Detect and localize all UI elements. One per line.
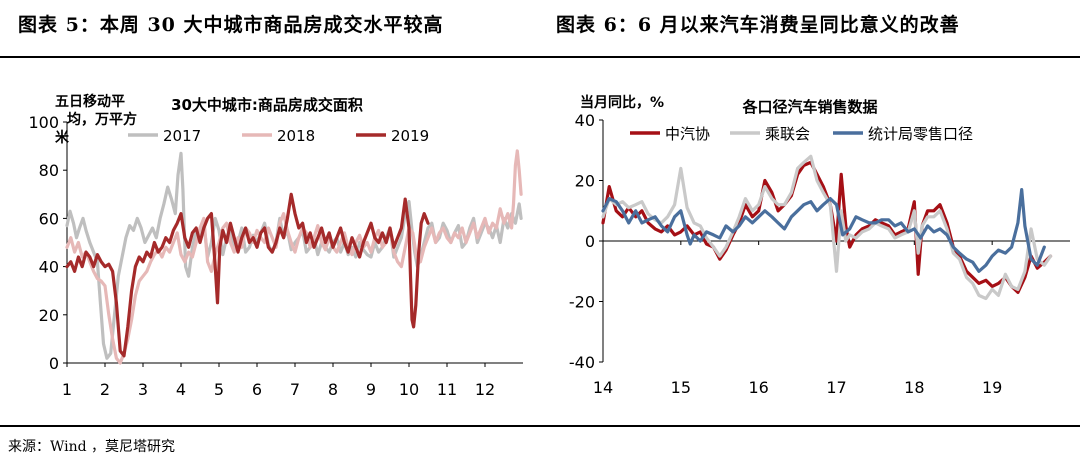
source-note: 来源：Wind ，莫尼塔研究 bbox=[8, 439, 176, 455]
y-axis-label: 均，万平方 bbox=[67, 111, 137, 128]
y-tick-label: -40 bbox=[569, 353, 595, 372]
x-tick-label: 11 bbox=[437, 380, 457, 399]
right-figure-title: 图表 6：6 月以来汽车消费呈同比意义的改善 bbox=[556, 14, 960, 36]
y-tick-label: 40 bbox=[575, 111, 595, 130]
bottom-rule bbox=[0, 425, 1080, 427]
legend-label: 2017 bbox=[163, 127, 201, 145]
series-line-2019 bbox=[65, 192, 430, 358]
x-tick-label: 6 bbox=[252, 380, 262, 399]
y-tick-label: 0 bbox=[585, 232, 595, 251]
top-rule bbox=[0, 56, 1080, 58]
y-tick-label: 60 bbox=[39, 209, 59, 228]
y-tick-label: 100 bbox=[28, 113, 59, 132]
legend-label: 2018 bbox=[277, 127, 315, 145]
x-tick-label: 5 bbox=[214, 380, 224, 399]
chart-title: 各口径汽车销售数据 bbox=[741, 98, 877, 116]
legend-label: 统计局零售口径 bbox=[868, 125, 973, 143]
series-line-乘联会 bbox=[601, 154, 1053, 301]
x-tick-label: 15 bbox=[671, 378, 691, 397]
x-tick-label: 14 bbox=[593, 378, 613, 397]
x-tick-label: 9 bbox=[366, 380, 376, 399]
y-tick-label: 0 bbox=[49, 354, 59, 373]
y-tick-label: 40 bbox=[39, 258, 59, 277]
x-tick-label: 1 bbox=[62, 380, 72, 399]
x-tick-label: 3 bbox=[138, 380, 148, 399]
x-tick-label: 7 bbox=[290, 380, 300, 399]
series-line-2017 bbox=[65, 151, 523, 360]
x-tick-label: 10 bbox=[399, 380, 419, 399]
y-tick-label: 80 bbox=[39, 161, 59, 180]
right-chart: -40 -20 0 20 40 14 15 16 17 18 19 各口径汽车销售数据 当月同比，%中汽… bbox=[569, 94, 1070, 397]
x-tick-label: 16 bbox=[748, 378, 768, 397]
chart-title: 30大中城市:商品房成交面积 bbox=[171, 96, 363, 114]
legend-label: 乘联会 bbox=[765, 125, 810, 143]
y-tick-label: -20 bbox=[569, 293, 595, 312]
y-axis-label: 米 bbox=[55, 129, 70, 146]
legend-label: 中汽协 bbox=[665, 125, 710, 143]
x-tick-label: 17 bbox=[826, 378, 846, 397]
series-line-统计局零售口径 bbox=[601, 188, 1046, 273]
x-tick-label: 18 bbox=[904, 378, 924, 397]
x-tick-label: 2 bbox=[100, 380, 110, 399]
y-axis-label: 五日移动平 bbox=[55, 93, 125, 110]
x-tick-label: 19 bbox=[982, 378, 1002, 397]
y-axis-label: 当月同比，% bbox=[580, 94, 664, 111]
x-tick-label: 8 bbox=[328, 380, 338, 399]
x-tick-label: 4 bbox=[176, 380, 186, 399]
legend-label: 2019 bbox=[391, 127, 429, 145]
series-line-2018 bbox=[65, 149, 523, 365]
y-tick-label: 20 bbox=[39, 306, 59, 325]
left-figure-title: 图表 5：本周 30 大中城市商品房成交水平较高 bbox=[18, 14, 444, 36]
y-tick-label: 20 bbox=[575, 172, 595, 191]
x-tick-label: 12 bbox=[475, 380, 495, 399]
